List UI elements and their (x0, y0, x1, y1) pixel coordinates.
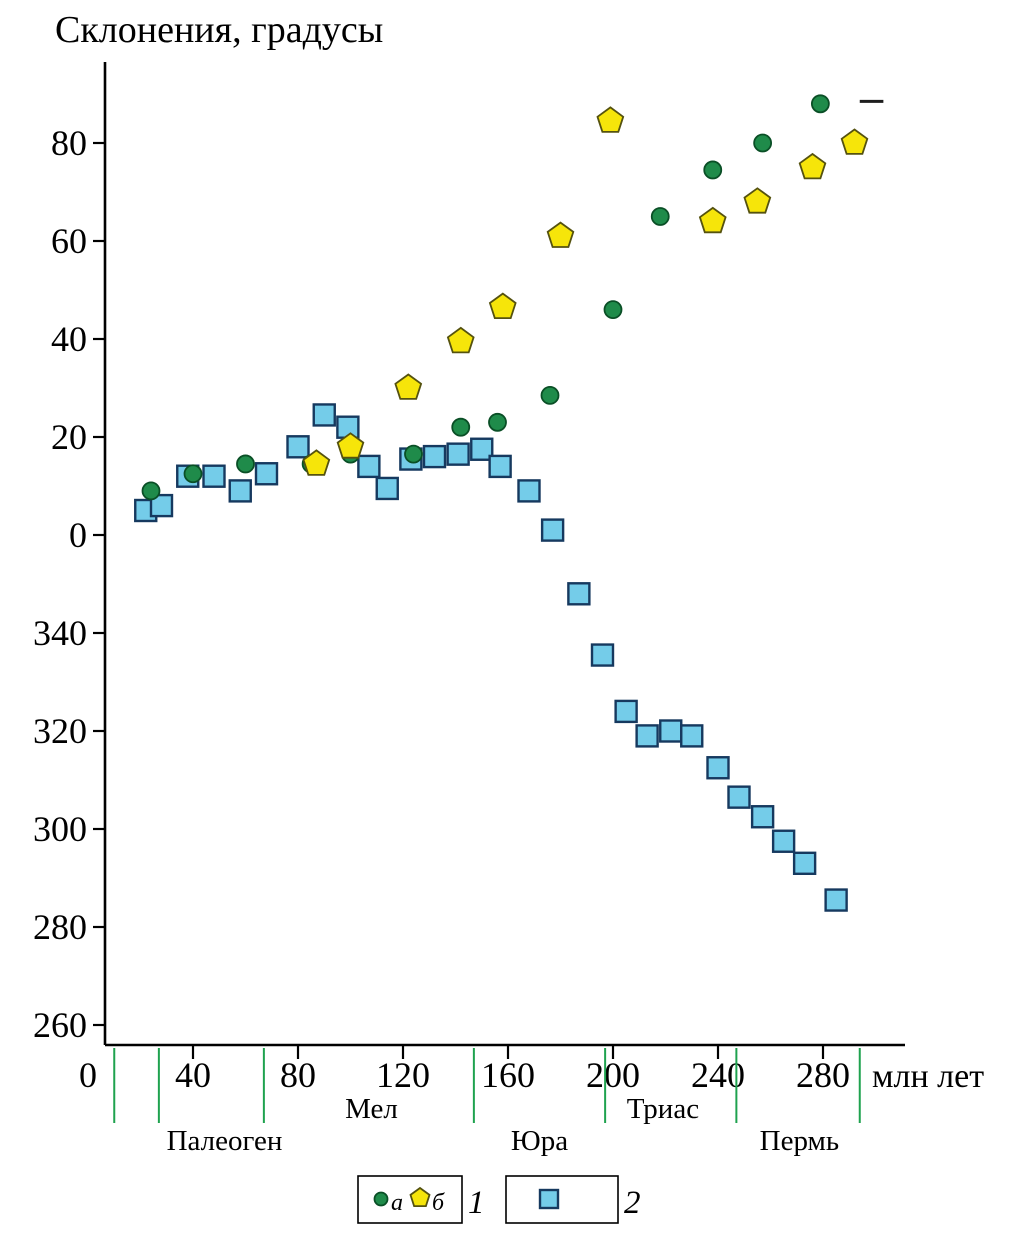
data-point-circle (703, 160, 723, 180)
data-point-circle (451, 417, 471, 437)
data-point-square (202, 464, 226, 488)
data-point-circle (141, 481, 161, 501)
period-label: Палеоген (167, 1125, 283, 1157)
data-point-square (422, 444, 447, 469)
y-tick-label: 260 (33, 1005, 87, 1045)
data-point-circle (753, 133, 773, 153)
legend-square-icon (538, 1188, 560, 1210)
legend-label-b: б (432, 1190, 445, 1216)
y-tick-label: 300 (33, 809, 87, 849)
data-point-square (357, 454, 381, 479)
data-point-square (567, 582, 591, 606)
legend-group-1-label: 1 (468, 1185, 485, 1221)
legend-circle-icon (373, 1191, 389, 1207)
y-tick-label: 40 (51, 319, 87, 359)
data-point-square (149, 493, 174, 518)
data-point-square (488, 454, 512, 479)
data-point-square (614, 699, 638, 724)
data-point-square (286, 435, 310, 459)
y-tick-label: 20 (51, 417, 87, 457)
data-point-pentagon (394, 373, 423, 400)
data-point-square (228, 479, 252, 503)
data-point-square (771, 829, 796, 853)
data-point-square (727, 785, 751, 809)
period-label: Пермь (760, 1125, 839, 1157)
x-tick-label: 160 (481, 1055, 535, 1095)
y-tick-label: 80 (51, 123, 87, 163)
data-point-square (375, 476, 399, 501)
period-label: Триас (627, 1093, 699, 1125)
chart-title: Склонения, градусы (55, 9, 383, 51)
data-point-pentagon (488, 292, 517, 320)
data-point-circle (540, 385, 560, 405)
data-point-circle (603, 300, 623, 320)
data-point-square (750, 805, 775, 829)
x-tick-label: 80 (280, 1055, 316, 1095)
data-point-square (659, 719, 683, 743)
data-point-pentagon (698, 206, 727, 234)
data-point-square (706, 756, 730, 780)
data-point-circle (236, 454, 255, 474)
data-point-square (680, 724, 704, 748)
data-point-square (312, 403, 336, 427)
data-point-circle (183, 464, 203, 484)
x-tick-label: 120 (376, 1055, 430, 1095)
data-point-square (792, 851, 817, 875)
x-tick-label: 0 (79, 1055, 97, 1095)
y-tick-label: 0 (69, 515, 87, 555)
legend-pentagon-icon (409, 1186, 431, 1207)
data-point-pentagon (840, 128, 869, 155)
data-point-pentagon (596, 106, 625, 133)
legend-group-2-label: 2 (624, 1185, 641, 1221)
data-point-square (540, 518, 565, 542)
data-point-pentagon (336, 432, 365, 459)
data-point-square (446, 442, 470, 466)
data-point-pentagon (302, 449, 331, 476)
data-point-pentagon (446, 326, 475, 354)
data-point-circle (810, 94, 830, 114)
data-point-square (824, 888, 848, 912)
data-point-square (517, 479, 541, 503)
data-point-circle (404, 444, 423, 464)
x-tick-label: 280 (796, 1055, 850, 1095)
x-axis-unit-label: млн лет (872, 1058, 984, 1095)
data-point-square (590, 643, 615, 667)
data-point-circle (488, 412, 507, 432)
y-tick-label: 320 (33, 711, 87, 751)
x-tick-label: 40 (175, 1055, 211, 1095)
legend-box-1 (357, 1175, 463, 1224)
period-label: Юра (511, 1125, 568, 1157)
data-point-pentagon (743, 187, 772, 214)
data-point-pentagon (546, 221, 575, 248)
data-point-square (254, 462, 279, 486)
period-label: Мел (345, 1093, 398, 1125)
y-tick-label: 60 (51, 221, 87, 261)
data-point-square (635, 724, 659, 748)
data-point-square (470, 437, 494, 461)
legend-label-a: а (391, 1190, 403, 1216)
x-tick-label: 200 (586, 1055, 640, 1095)
legend: а б 1 2 (357, 1175, 641, 1224)
data-point-pentagon (798, 152, 827, 180)
data-point-circle (650, 207, 670, 226)
y-tick-label: 340 (33, 613, 87, 653)
y-tick-label: 280 (33, 907, 87, 947)
legend-box-2 (505, 1175, 619, 1224)
